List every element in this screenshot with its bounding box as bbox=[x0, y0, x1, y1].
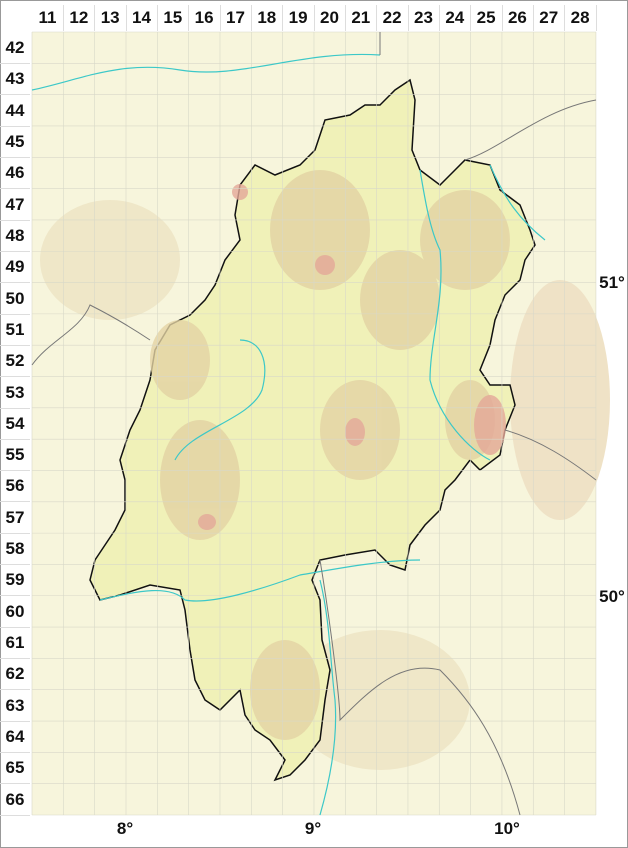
longitude-label: 8° bbox=[116, 819, 134, 838]
column-label: 16 bbox=[189, 5, 221, 31]
column-label: 17 bbox=[220, 5, 252, 31]
grid-lines bbox=[31, 31, 597, 816]
row-label: 49 bbox=[0, 251, 30, 284]
rivers bbox=[31, 53, 546, 816]
row-label: 42 bbox=[0, 32, 30, 64]
column-label: 23 bbox=[408, 5, 440, 31]
column-label: 28 bbox=[565, 5, 597, 31]
column-label: 26 bbox=[502, 5, 534, 31]
column-label: 14 bbox=[126, 5, 158, 31]
row-label: 53 bbox=[0, 377, 30, 409]
row-label: 55 bbox=[0, 439, 30, 472]
row-label: 44 bbox=[0, 95, 30, 127]
relief-west bbox=[40, 200, 180, 320]
row-label: 48 bbox=[0, 220, 30, 252]
column-label: 21 bbox=[345, 5, 378, 31]
row-label: 65 bbox=[0, 752, 30, 785]
latitude-label: 51° bbox=[599, 273, 625, 292]
row-label: 59 bbox=[0, 564, 30, 597]
row-label: 58 bbox=[0, 533, 30, 566]
column-label: 20 bbox=[314, 5, 346, 31]
column-label: 11 bbox=[32, 5, 64, 31]
longitude-label: 10° bbox=[494, 819, 520, 838]
column-label: 15 bbox=[157, 5, 190, 31]
row-label: 64 bbox=[0, 721, 30, 754]
row-label: 50 bbox=[0, 283, 30, 315]
row-label: 57 bbox=[0, 502, 30, 534]
row-label: 52 bbox=[0, 345, 30, 378]
column-label: 24 bbox=[439, 5, 472, 31]
column-label: 18 bbox=[251, 5, 284, 31]
row-label: 46 bbox=[0, 157, 30, 190]
row-label: 45 bbox=[0, 126, 30, 158]
row-label: 47 bbox=[0, 189, 30, 221]
row-label: 66 bbox=[0, 784, 30, 816]
column-label: 22 bbox=[377, 5, 409, 31]
column-label: 25 bbox=[471, 5, 503, 31]
row-label: 43 bbox=[0, 63, 30, 96]
row-label: 61 bbox=[0, 627, 30, 660]
row-label: 56 bbox=[0, 470, 30, 503]
column-label: 12 bbox=[63, 5, 96, 31]
column-label: 19 bbox=[283, 5, 315, 31]
longitude-label: 9° bbox=[304, 819, 322, 838]
column-label: 27 bbox=[533, 5, 566, 31]
relief-east bbox=[510, 280, 610, 520]
row-label: 63 bbox=[0, 690, 30, 722]
row-label: 60 bbox=[0, 596, 30, 628]
latitude-label: 50° bbox=[599, 587, 625, 606]
row-label: 51 bbox=[0, 314, 30, 346]
row-label: 62 bbox=[0, 658, 30, 691]
row-label: 54 bbox=[0, 408, 30, 440]
column-label: 13 bbox=[95, 5, 127, 31]
neighbor-borders bbox=[31, 32, 597, 816]
